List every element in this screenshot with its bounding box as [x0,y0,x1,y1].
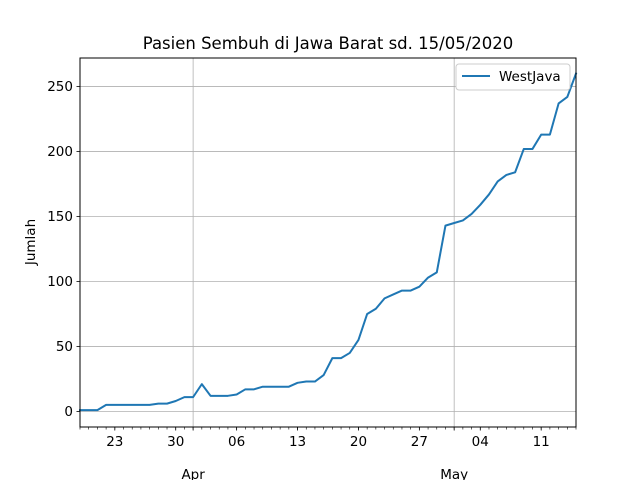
x-major-tick-label: Apr [181,467,205,480]
y-tick-label: 250 [47,79,73,95]
legend-box [455,63,571,91]
y-tick-label: 200 [47,144,73,160]
y-tick-label: 100 [47,274,73,290]
x-tick-label: 13 [289,434,306,450]
x-tick-label: 27 [411,434,428,450]
x-tick-label: 23 [106,434,123,450]
series-layer [79,72,578,412]
series-line-westjava [79,72,578,412]
plot-frame [79,57,577,428]
chart-title: Pasien Sembuh di Jawa Barat sd. 15/05/20… [143,34,514,53]
x-tick-label: 11 [533,434,550,450]
axis-ticks: 0 50 100 150 200 250 Apr May 23 30 06 13 20 27 04 11 [47,79,577,480]
y-tick-label: 0 [64,404,73,420]
y-tick-label: 50 [56,339,73,355]
x-tick-label: 04 [472,434,489,450]
x-tick-label: 30 [167,434,184,450]
x-major-tick-label: May [440,467,468,480]
legend: WestJava [455,63,571,91]
y-tick-label: 150 [47,209,73,225]
y-axis-label: Jumlah [23,219,39,266]
legend-label: WestJava [499,69,561,85]
x-tick-label: 06 [228,434,245,450]
x-tick-label: 20 [350,434,367,450]
grid-lines [80,58,576,427]
